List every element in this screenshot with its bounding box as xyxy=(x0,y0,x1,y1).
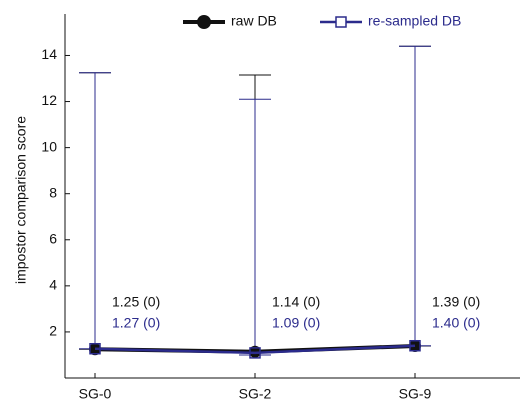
y-tick-label: 4 xyxy=(49,277,57,293)
data-label: 1.27 (0) xyxy=(112,315,160,331)
y-tick-label: 6 xyxy=(49,230,57,246)
y-tick-label: 8 xyxy=(49,184,57,200)
y-tick-label: 2 xyxy=(49,323,57,339)
legend-marker xyxy=(197,15,211,29)
x-tick-label: SG-0 xyxy=(79,386,112,402)
y-tick-label: 12 xyxy=(41,92,57,108)
data-label: 1.40 (0) xyxy=(432,315,480,331)
legend-marker xyxy=(335,16,347,28)
legend-label: re-sampled DB xyxy=(368,13,461,29)
data-label: 1.39 (0) xyxy=(432,294,480,310)
data-label: 1.25 (0) xyxy=(112,294,160,310)
data-label: 1.09 (0) xyxy=(272,315,320,331)
y-tick-label: 14 xyxy=(41,46,57,62)
x-tick-label: SG-9 xyxy=(399,386,432,402)
y-tick-label: 10 xyxy=(41,138,57,154)
y-axis-label: impostor comparison score xyxy=(13,116,29,284)
x-tick-label: SG-2 xyxy=(239,386,272,402)
legend-label: raw DB xyxy=(231,13,277,29)
marker xyxy=(249,347,261,359)
marker xyxy=(409,339,421,352)
marker xyxy=(89,342,101,355)
series-line xyxy=(94,344,416,355)
data-label: 1.14 (0) xyxy=(272,294,320,310)
